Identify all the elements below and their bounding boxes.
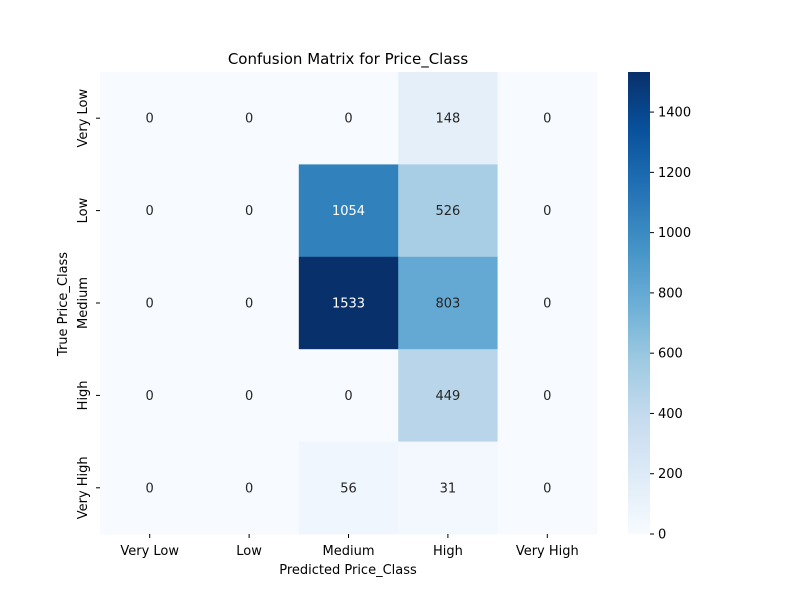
heatmap-cell (298, 349, 399, 443)
y-tick-label: Very High (76, 456, 91, 519)
heatmap-cell (398, 164, 499, 258)
colorbar-ticks: 0 200 400 600 800 1000 1200 1400 (650, 106, 691, 543)
heatmap-cell (100, 256, 200, 350)
x-tick-label: Very High (516, 544, 579, 559)
heatmap-cell (497, 349, 598, 443)
heatmap-cell-labels: 0 0 0 148 0 0 0 1054 526 0 0 0 1533 803 0 0 0 0 449 0 0 0 56 31… (146, 112, 552, 497)
colorbar (628, 72, 650, 534)
cell-value-label: 148 (435, 112, 460, 127)
colorbar-tick-label: 800 (658, 286, 683, 301)
cell-value-label: 0 (146, 112, 154, 127)
cell-value-label: 0 (146, 204, 154, 219)
x-axis-ticks: Very Low Low Medium High Very High (120, 534, 579, 559)
cell-value-label: 0 (146, 389, 154, 404)
heatmap-cell (199, 164, 300, 258)
cell-value-label: 0 (543, 112, 551, 127)
x-axis-label: Predicted Price_Class (279, 563, 417, 578)
cell-value-label: 31 (440, 481, 457, 496)
colorbar-tick-label: 600 (658, 347, 683, 362)
cell-value-label: 526 (435, 204, 460, 219)
colorbar-tick-label: 400 (658, 407, 683, 422)
heatmap-cell (199, 441, 300, 535)
cell-value-label: 0 (245, 112, 253, 127)
cell-value-label: 0 (344, 389, 352, 404)
heatmap-cell (398, 256, 499, 350)
heatmap-cell (298, 164, 399, 258)
y-tick-label: Medium (76, 277, 91, 329)
cell-value-label: 0 (344, 112, 352, 127)
cell-value-label: 449 (435, 389, 460, 404)
chart-title: Confusion Matrix for Price_Class (228, 50, 469, 69)
x-tick-label: High (433, 544, 463, 559)
y-axis-label: True Price_Class (56, 252, 71, 357)
cell-value-label: 0 (245, 204, 253, 219)
colorbar-tick-label: 1000 (658, 226, 691, 241)
heatmap-cell (199, 256, 300, 350)
cell-value-label: 1054 (332, 204, 365, 219)
heatmap-cell (398, 441, 499, 535)
cell-value-label: 56 (340, 481, 357, 496)
colorbar-tick-label: 0 (658, 528, 666, 543)
heatmap-cell (497, 441, 598, 535)
cell-value-label: 0 (543, 297, 551, 312)
cell-value-label: 0 (245, 389, 253, 404)
x-tick-label: Medium (323, 544, 375, 559)
colorbar-tick-label: 1400 (658, 106, 691, 121)
cell-value-label: 0 (543, 481, 551, 496)
cell-value-label: 1533 (332, 297, 365, 312)
cell-value-label: 0 (245, 481, 253, 496)
heatmap-cell (497, 164, 598, 258)
heatmap-cell (497, 72, 598, 165)
heatmap-cell (100, 72, 200, 165)
colorbar-tick-label: 1200 (658, 166, 691, 181)
heatmap-cell (298, 72, 399, 165)
heatmap-cell (298, 441, 399, 535)
cell-value-label: 803 (435, 297, 460, 312)
cell-value-label: 0 (245, 297, 253, 312)
y-tick-label: Low (76, 197, 91, 223)
x-tick-label: Low (236, 544, 262, 559)
y-axis-ticks: Very Low Low Medium High Very High (76, 89, 100, 519)
cell-value-label: 0 (146, 481, 154, 496)
heatmap-cells (100, 72, 598, 535)
cell-value-label: 0 (543, 389, 551, 404)
heatmap-cell (199, 72, 300, 165)
heatmap-cell (100, 164, 200, 258)
heatmap-cell (298, 256, 399, 350)
heatmap-cell (100, 441, 200, 535)
y-tick-label: High (76, 380, 91, 410)
heatmap-cell (398, 349, 499, 443)
heatmap-cell (199, 349, 300, 443)
cell-value-label: 0 (146, 297, 154, 312)
y-tick-label: Very Low (76, 89, 91, 148)
heatmap-cell (100, 349, 200, 443)
heatmap-cell (497, 256, 598, 350)
x-tick-label: Very Low (120, 544, 179, 559)
colorbar-tick-label: 200 (658, 467, 683, 482)
cell-value-label: 0 (543, 204, 551, 219)
heatmap-cell (398, 72, 499, 165)
